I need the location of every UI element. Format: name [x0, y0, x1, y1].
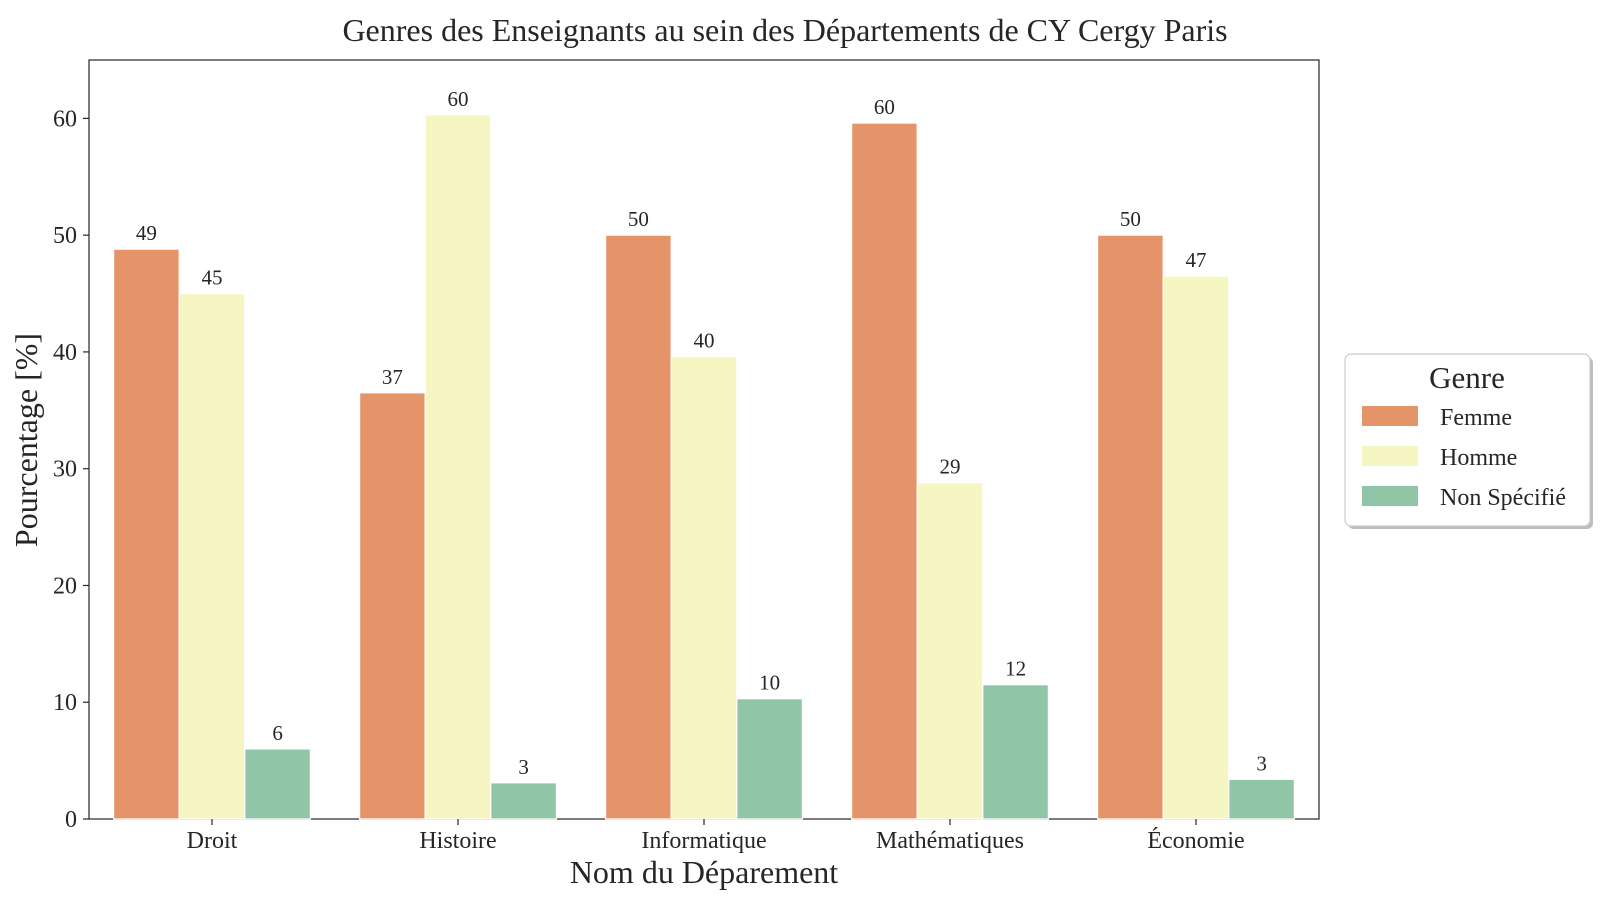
data-label: 50 — [1120, 207, 1141, 231]
bar-femme-2 — [604, 234, 672, 820]
y-tick-label: 40 — [53, 340, 77, 366]
data-label: 60 — [874, 95, 895, 119]
x-axis-label: Nom du Déparement — [570, 854, 838, 890]
y-axis-label: Pourcentage [%] — [8, 333, 44, 547]
y-tick-label: 60 — [53, 106, 77, 132]
data-label: 50 — [628, 207, 649, 231]
legend-swatch — [1362, 446, 1418, 466]
legend-label: Non Spécifié — [1440, 485, 1566, 511]
data-label: 10 — [759, 671, 780, 695]
legend-label: Femme — [1440, 405, 1512, 431]
bar-homme-4 — [1162, 275, 1230, 820]
y-tick-label: 10 — [53, 690, 77, 716]
bar-non-sp-cifi--3 — [982, 684, 1049, 820]
chart-title: Genres des Enseignants au sein des Dépar… — [342, 12, 1227, 48]
bar-non-sp-cifi--1 — [490, 782, 557, 820]
x-tick-label: Histoire — [419, 828, 496, 854]
x-tick-label: Informatique — [641, 828, 766, 854]
bar-femme-4 — [1096, 234, 1164, 820]
y-tick-label: 30 — [53, 457, 77, 483]
x-axis-ticks: Droit Histoire Informatique Mathématiques Éc… — [187, 819, 1245, 854]
bar-non-sp-cifi--4 — [1228, 778, 1296, 820]
bar-femme-3 — [850, 122, 918, 820]
bar-non-sp-cifi--0 — [244, 748, 312, 820]
x-tick-label: Mathématiques — [876, 828, 1024, 854]
bar-homme-1 — [424, 114, 492, 820]
data-label: 49 — [136, 221, 157, 245]
legend-items: Femme Homme Non Spécifié — [1362, 405, 1566, 511]
data-label: 40 — [694, 329, 715, 353]
bar-femme-1 — [359, 392, 426, 820]
bar-femme-0 — [112, 248, 180, 820]
bar-homme-2 — [670, 355, 738, 820]
data-label: 45 — [202, 266, 223, 290]
data-label: 12 — [1005, 657, 1026, 681]
y-tick-label: 20 — [53, 573, 77, 599]
legend-swatch — [1362, 486, 1418, 506]
data-label: 60 — [448, 87, 469, 111]
bar-non-sp-cifi--2 — [736, 698, 803, 820]
y-tick-label: 50 — [53, 223, 77, 249]
data-label: 3 — [1256, 751, 1267, 775]
data-label: 6 — [272, 721, 283, 745]
legend-title: Genre — [1429, 360, 1505, 395]
legend-label: Homme — [1440, 445, 1517, 471]
legend: Genre Femme Homme Non Spécifié — [1344, 353, 1593, 529]
x-tick-label: Économie — [1147, 828, 1244, 854]
x-tick-label: Droit — [187, 828, 238, 854]
y-axis-ticks: 0 10 20 30 40 50 60 — [53, 106, 89, 833]
bar-homme-3 — [916, 482, 984, 820]
legend-swatch — [1362, 406, 1418, 426]
data-labels-layer: 49 45 6 37 60 3 50 40 10 60 29 12 50 47 3 — [136, 87, 1267, 779]
y-tick-label: 0 — [65, 807, 77, 833]
legend-box — [1344, 353, 1591, 527]
data-label: 29 — [940, 455, 961, 479]
data-label: 37 — [382, 365, 403, 389]
bar-homme-0 — [178, 292, 246, 820]
data-label: 47 — [1186, 248, 1207, 272]
bars-layer — [112, 114, 1296, 820]
data-label: 3 — [518, 755, 529, 779]
